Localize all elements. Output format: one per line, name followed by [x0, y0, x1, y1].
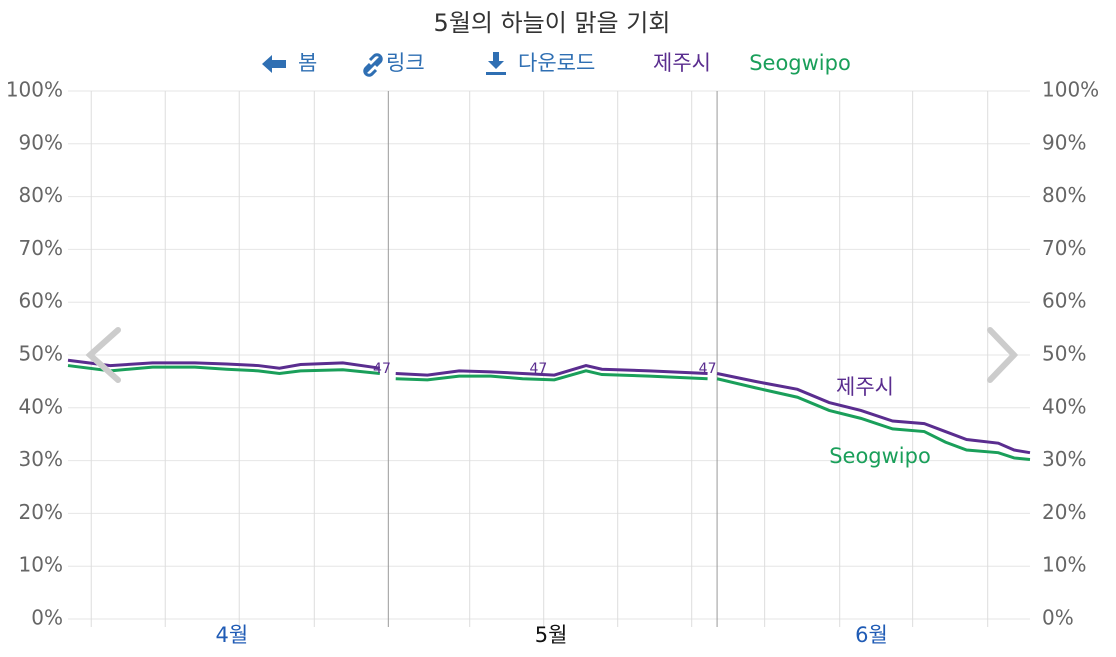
y-tick-label: 0%: [31, 606, 63, 630]
y-tick-label: 60%: [19, 289, 63, 313]
y2-tick-label: 0%: [1042, 606, 1074, 630]
y-tick-label: 40%: [19, 394, 63, 418]
annotation: 47: [373, 361, 391, 377]
y2-tick-label: 60%: [1042, 289, 1086, 313]
legend-entry[interactable]: 제주시: [653, 51, 711, 75]
season-button[interactable]: 봄: [298, 51, 317, 75]
download-icon: [486, 52, 506, 75]
y2-tick-label: 40%: [1042, 394, 1086, 418]
y-tick-label: 90%: [19, 130, 63, 154]
next-arrow[interactable]: [987, 327, 1019, 383]
toolbar: 봄 링크 다운로드: [262, 51, 595, 77]
month-label[interactable]: 4월: [216, 623, 249, 647]
link-icon: [363, 53, 383, 77]
legend-entry[interactable]: Seogwipo: [749, 51, 851, 75]
y-tick-label: 20%: [19, 500, 63, 524]
annotation: 47: [699, 361, 717, 377]
y2-tick-label: 80%: [1042, 183, 1086, 207]
month-label[interactable]: 6월: [855, 623, 888, 647]
y2-tick-label: 90%: [1042, 130, 1086, 154]
y2-tick-label: 50%: [1042, 342, 1086, 366]
y2-tick-label: 70%: [1042, 236, 1086, 260]
month-label[interactable]: 5월: [535, 623, 568, 647]
y2-tick-label: 20%: [1042, 500, 1086, 524]
series-line: [67, 358, 1031, 455]
series-line: [67, 364, 1031, 462]
prev-arrow[interactable]: [85, 327, 121, 383]
y2-tick-label: 100%: [1042, 78, 1099, 102]
y-tick-label: 70%: [19, 236, 63, 260]
y2-tick-label: 10%: [1042, 553, 1086, 577]
download-button[interactable]: 다운로드: [518, 51, 595, 75]
series-end-label: 제주시: [836, 375, 894, 399]
link-button[interactable]: 링크: [386, 51, 425, 75]
y2-tick-label: 30%: [1042, 447, 1086, 471]
y-tick-label: 80%: [19, 183, 63, 207]
y-tick-label: 30%: [19, 447, 63, 471]
back-icon: [262, 55, 286, 73]
annotation: 47: [530, 361, 548, 377]
y-tick-label: 100%: [6, 78, 63, 102]
chart-title: 5월의 하늘이 맑을 기회: [434, 9, 671, 37]
y-tick-label: 10%: [19, 553, 63, 577]
series-end-label: Seogwipo: [829, 444, 931, 468]
legend: 제주시 Seogwipo: [653, 51, 851, 75]
y-tick-label: 50%: [19, 342, 63, 366]
